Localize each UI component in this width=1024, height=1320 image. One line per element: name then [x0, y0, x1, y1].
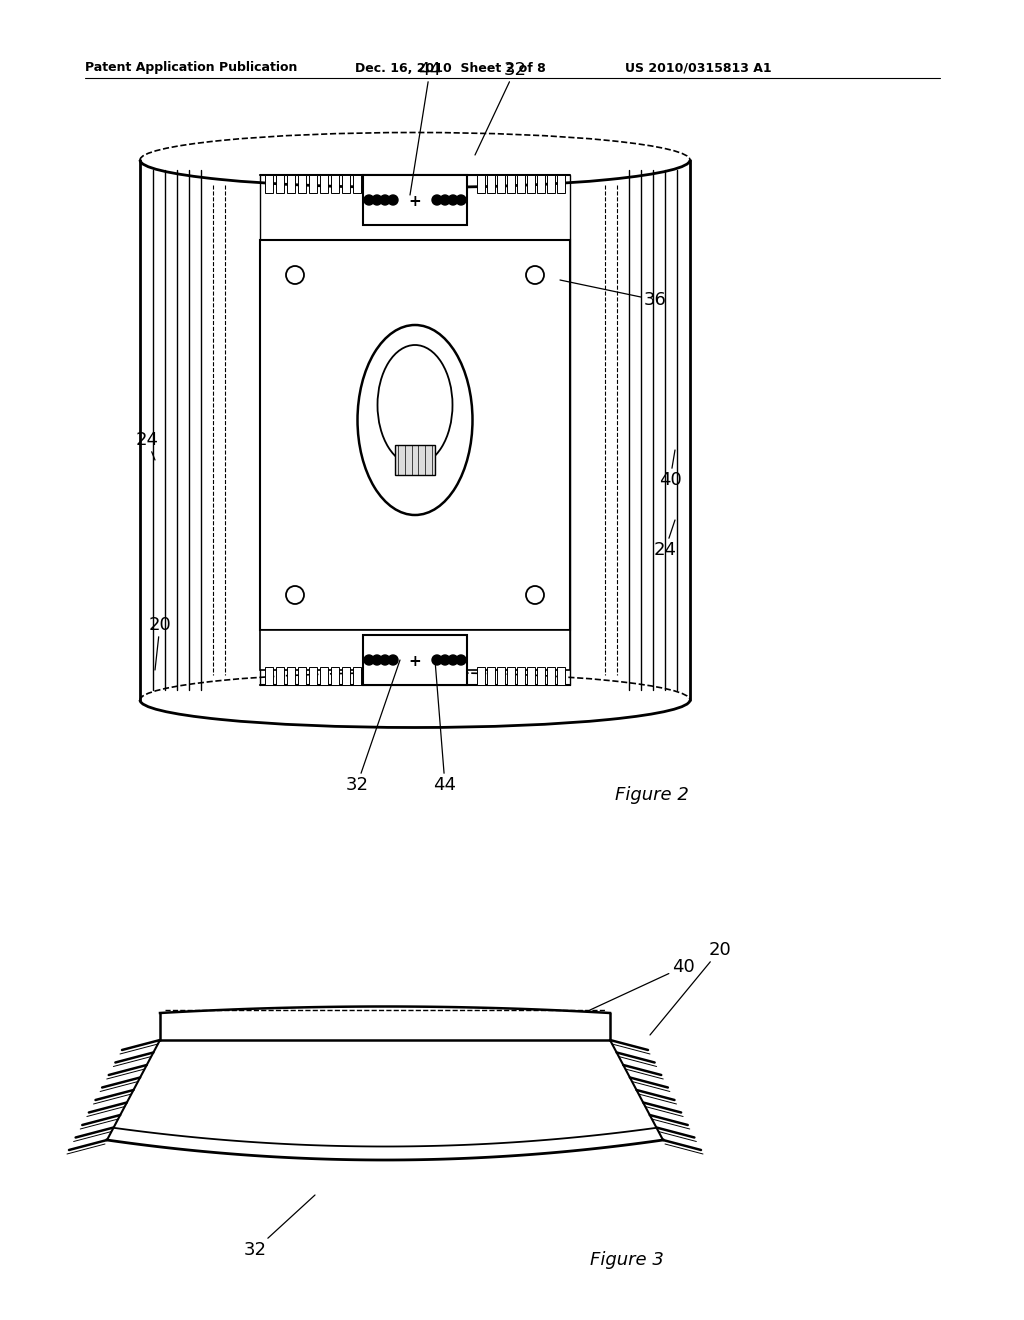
Bar: [298, 176, 306, 193]
Bar: [287, 176, 295, 193]
Text: +: +: [409, 194, 421, 210]
Text: Figure 3: Figure 3: [590, 1251, 664, 1269]
Circle shape: [380, 655, 390, 665]
Ellipse shape: [378, 345, 453, 465]
Bar: [319, 667, 328, 685]
Bar: [265, 176, 273, 193]
Bar: [260, 240, 570, 630]
Bar: [517, 176, 525, 193]
Bar: [507, 667, 515, 685]
Text: Patent Application Publication: Patent Application Publication: [85, 62, 297, 74]
Circle shape: [456, 195, 466, 205]
Bar: [353, 176, 361, 193]
Text: 40: 40: [658, 450, 681, 488]
Bar: [557, 176, 565, 193]
Text: 24: 24: [653, 520, 677, 558]
Circle shape: [388, 195, 398, 205]
Circle shape: [432, 195, 442, 205]
Bar: [353, 667, 361, 685]
Circle shape: [440, 655, 450, 665]
Bar: [331, 667, 339, 685]
Circle shape: [449, 195, 458, 205]
Bar: [342, 176, 350, 193]
Bar: [260, 630, 570, 671]
Circle shape: [449, 655, 458, 665]
Text: 36: 36: [560, 280, 667, 309]
Bar: [497, 667, 505, 685]
Bar: [487, 176, 495, 193]
Bar: [487, 667, 495, 685]
Bar: [547, 667, 555, 685]
Text: Figure 2: Figure 2: [615, 785, 689, 804]
Bar: [362, 635, 467, 685]
Bar: [309, 176, 317, 193]
Bar: [557, 667, 565, 685]
Bar: [517, 667, 525, 685]
Circle shape: [456, 655, 466, 665]
Circle shape: [364, 655, 374, 665]
Text: 20: 20: [650, 941, 731, 1035]
Text: 32: 32: [244, 1195, 315, 1259]
Bar: [537, 176, 545, 193]
Bar: [507, 176, 515, 193]
Bar: [287, 667, 295, 685]
Bar: [527, 176, 535, 193]
Bar: [497, 176, 505, 193]
Circle shape: [388, 655, 398, 665]
Text: 44: 44: [410, 61, 441, 195]
Circle shape: [372, 655, 382, 665]
Circle shape: [380, 195, 390, 205]
Bar: [527, 667, 535, 685]
Text: 40: 40: [590, 958, 694, 1010]
Circle shape: [372, 195, 382, 205]
Bar: [265, 667, 273, 685]
Text: 44: 44: [433, 660, 457, 795]
Bar: [331, 176, 339, 193]
Text: 24: 24: [135, 432, 159, 459]
Bar: [395, 445, 435, 475]
Text: Dec. 16, 2010  Sheet 2 of 8: Dec. 16, 2010 Sheet 2 of 8: [355, 62, 546, 74]
Bar: [362, 176, 467, 224]
Text: 32: 32: [475, 61, 526, 154]
Circle shape: [364, 195, 374, 205]
Bar: [309, 667, 317, 685]
Circle shape: [440, 195, 450, 205]
Text: 32: 32: [345, 660, 400, 795]
Text: US 2010/0315813 A1: US 2010/0315813 A1: [625, 62, 772, 74]
Bar: [319, 176, 328, 193]
Ellipse shape: [357, 325, 472, 515]
Bar: [537, 667, 545, 685]
Circle shape: [432, 655, 442, 665]
Bar: [276, 667, 284, 685]
Text: 20: 20: [148, 616, 171, 671]
Bar: [547, 176, 555, 193]
Bar: [298, 667, 306, 685]
Bar: [477, 667, 485, 685]
Bar: [276, 176, 284, 193]
Text: +: +: [409, 655, 421, 669]
Bar: [477, 176, 485, 193]
Bar: [342, 667, 350, 685]
